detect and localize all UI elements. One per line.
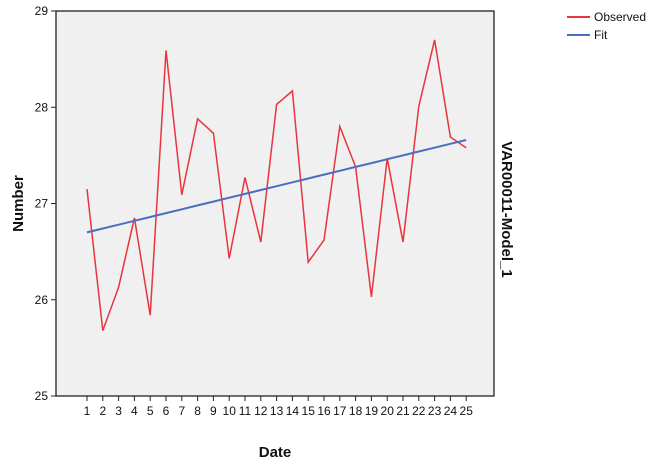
series-line-fit xyxy=(86,139,467,234)
data-point-fit xyxy=(433,146,435,148)
data-point-observed xyxy=(133,217,135,219)
y-axis-ticks: 25 26 27 28 29 xyxy=(35,4,56,403)
data-point-fit xyxy=(260,189,262,191)
x-tick-label: 25 xyxy=(460,404,474,418)
data-point-fit xyxy=(102,227,104,229)
x-tick-label: 17 xyxy=(333,404,347,418)
data-point-fit xyxy=(181,208,183,210)
data-point-fit xyxy=(418,150,420,152)
y-tick-label: 25 xyxy=(35,389,49,403)
data-point-observed xyxy=(370,296,372,298)
data-point-observed xyxy=(291,90,293,92)
y-tick-label: 29 xyxy=(35,4,49,18)
data-point-fit xyxy=(323,173,325,175)
x-tick-label: 11 xyxy=(239,404,252,418)
x-tick-label: 7 xyxy=(178,404,185,418)
plot-frame xyxy=(55,10,495,397)
data-point-fit xyxy=(165,212,167,214)
legend: Observed Fit xyxy=(567,10,646,42)
x-axis-ticks: 1 2 3 4 5 6 7 8 9 10 11 12 13 14 15 16 17 18 19 20 21 22 23 24 2… xyxy=(84,396,474,418)
data-point-fit xyxy=(307,177,309,179)
data-point-observed xyxy=(307,261,309,263)
series-layer xyxy=(86,39,467,331)
model-label: VAR00011-Model_1 xyxy=(498,141,515,277)
y-tick-label: 28 xyxy=(35,100,49,114)
x-tick-label: 18 xyxy=(349,404,363,418)
data-point-observed xyxy=(418,105,420,107)
x-tick-label: 24 xyxy=(444,404,458,418)
x-tick-label: 20 xyxy=(381,404,395,418)
data-point-fit xyxy=(465,139,467,141)
data-point-fit xyxy=(212,200,214,202)
y-tick-label: 27 xyxy=(35,197,49,211)
legend-label-fit: Fit xyxy=(594,28,608,42)
data-point-observed xyxy=(339,125,341,127)
x-tick-label: 14 xyxy=(286,404,300,418)
data-point-fit xyxy=(402,154,404,156)
data-point-observed xyxy=(228,257,230,259)
data-point-fit xyxy=(339,170,341,172)
data-point-observed xyxy=(86,188,88,190)
x-tick-label: 9 xyxy=(210,404,217,418)
data-point-fit xyxy=(196,204,198,206)
data-point-observed xyxy=(449,136,451,138)
series-line-observed xyxy=(86,39,467,331)
data-point-fit xyxy=(370,162,372,164)
x-tick-label: 10 xyxy=(223,404,237,418)
data-point-fit xyxy=(86,231,88,233)
x-tick-label: 22 xyxy=(412,404,426,418)
x-tick-label: 3 xyxy=(115,404,122,418)
x-tick-label: 8 xyxy=(194,404,201,418)
data-point-observed xyxy=(433,39,435,41)
data-point-fit xyxy=(291,181,293,183)
data-point-observed xyxy=(196,118,198,120)
x-tick-label: 6 xyxy=(163,404,170,418)
plot-area xyxy=(56,11,494,396)
y-axis-title: Number xyxy=(10,175,27,232)
data-point-fit xyxy=(133,220,135,222)
y-tick-label: 26 xyxy=(35,293,49,307)
x-tick-label: 23 xyxy=(428,404,442,418)
x-tick-label: 5 xyxy=(147,404,154,418)
x-tick-label: 13 xyxy=(270,404,284,418)
x-axis-title: Date xyxy=(259,444,292,461)
data-point-fit xyxy=(228,197,230,199)
data-point-observed xyxy=(275,103,277,105)
data-point-observed xyxy=(102,329,104,331)
data-point-fit xyxy=(449,143,451,145)
data-point-observed xyxy=(181,194,183,196)
data-point-observed xyxy=(323,239,325,241)
data-point-observed xyxy=(402,241,404,243)
data-point-fit xyxy=(244,193,246,195)
data-point-fit xyxy=(386,158,388,160)
data-point-observed xyxy=(260,241,262,243)
data-point-fit xyxy=(117,223,119,225)
data-point-observed xyxy=(465,146,467,148)
data-point-observed xyxy=(149,314,151,316)
x-tick-label: 21 xyxy=(396,404,410,418)
data-point-fit xyxy=(275,185,277,187)
x-tick-label: 4 xyxy=(131,404,138,418)
data-point-observed xyxy=(212,132,214,134)
data-point-observed xyxy=(244,176,246,178)
x-tick-label: 1 xyxy=(84,404,91,418)
data-point-observed xyxy=(165,49,167,51)
x-tick-label: 12 xyxy=(254,404,268,418)
x-tick-label: 15 xyxy=(302,404,316,418)
data-point-observed xyxy=(117,286,119,288)
x-tick-label: 19 xyxy=(365,404,379,418)
x-tick-label: 16 xyxy=(317,404,331,418)
data-point-fit xyxy=(149,216,151,218)
x-tick-label: 2 xyxy=(99,404,106,418)
data-point-fit xyxy=(354,166,356,168)
legend-label-observed: Observed xyxy=(594,10,646,24)
